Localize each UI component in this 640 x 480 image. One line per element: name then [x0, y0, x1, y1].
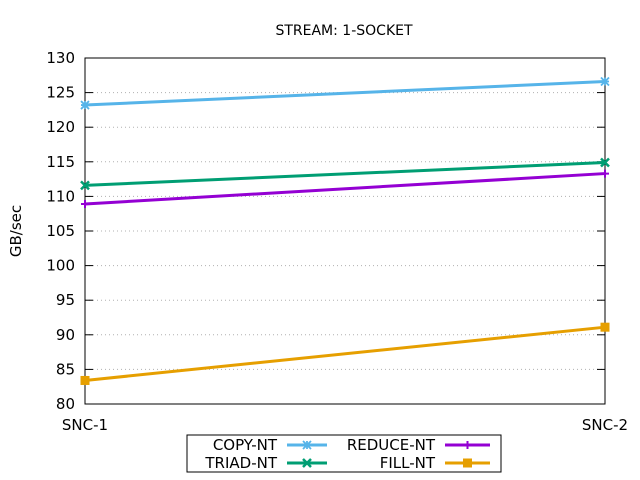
plot-border	[84, 57, 606, 405]
y-tick-label: 95	[56, 291, 75, 309]
legend-label: REDUCE-NT	[347, 436, 436, 454]
data-point-copy-nt	[600, 76, 610, 87]
series-lines	[80, 76, 610, 385]
data-point-triad-nt	[600, 157, 610, 168]
y-tick-label: 120	[46, 118, 75, 136]
series-line-reduce-nt	[84, 172, 606, 206]
legend-marker	[463, 441, 472, 449]
x-tick-label: SNC-2	[582, 416, 628, 434]
legend: COPY-NT REDUCE-NT TRIAD-NT FILL-NT	[186, 434, 502, 473]
series-line-copy-nt	[84, 80, 606, 107]
y-tick-label: 130	[46, 49, 75, 67]
y-tick-label: 115	[46, 153, 75, 171]
y-tick-label: 105	[46, 222, 75, 240]
data-point-fill-nt	[600, 322, 610, 332]
series-line-fill-nt	[84, 325, 606, 382]
legend-item-reduce-nt: REDUCE-NT	[347, 436, 490, 454]
y-tick-label: 80	[56, 395, 75, 413]
legend-label: FILL-NT	[380, 454, 436, 472]
x-tick-label: SNC-1	[62, 416, 108, 434]
legend-marker	[302, 458, 312, 468]
y-tick-label: 90	[56, 326, 75, 344]
legend-marker	[302, 440, 312, 450]
axes: 80 85 90 95 100 105 110 115 120 125 130 SNC-1 SNC-2	[46, 49, 628, 434]
y-tick-label: 110	[46, 187, 75, 205]
data-point-reduce-nt	[601, 169, 609, 178]
legend-item-copy-nt: COPY-NT	[213, 436, 327, 454]
legend-item-fill-nt: FILL-NT	[380, 454, 490, 472]
series-line-triad-nt	[84, 160, 606, 187]
data-point-copy-nt	[80, 100, 90, 110]
legend-item-triad-nt: TRIAD-NT	[204, 454, 327, 472]
legend-marker	[463, 458, 472, 468]
data-point-reduce-nt	[81, 200, 89, 209]
legend-box	[186, 434, 502, 473]
data-point-triad-nt	[80, 180, 90, 191]
data-point-fill-nt	[80, 375, 90, 385]
y-axis-label: GB/sec	[7, 205, 25, 257]
grid-lines	[85, 92, 605, 370]
y-tick-label: 85	[56, 360, 75, 378]
legend-label: TRIAD-NT	[204, 454, 277, 472]
chart-title: STREAM: 1-SOCKET	[275, 23, 413, 39]
y-tick-label: 100	[46, 257, 75, 275]
legend-label: COPY-NT	[213, 436, 278, 454]
y-tick-label: 125	[46, 84, 75, 102]
